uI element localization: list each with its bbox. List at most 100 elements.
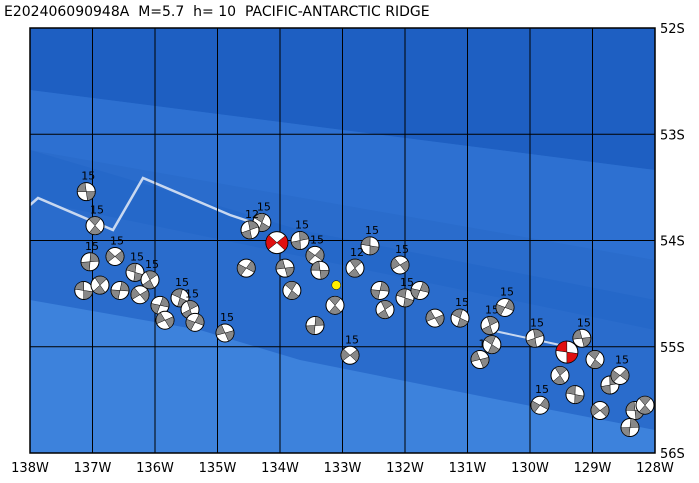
x-tick-label: 129W <box>574 461 612 476</box>
beachball-quadrant <box>565 385 585 404</box>
beachball-quadrant <box>572 329 592 348</box>
beachball-quadrant <box>130 287 150 303</box>
beachball <box>185 312 205 332</box>
beachball-quadrant <box>451 308 469 328</box>
beachball <box>610 365 630 385</box>
beachball <box>370 280 390 300</box>
beachball <box>125 262 145 282</box>
beachball-quadrant <box>360 236 380 256</box>
event-label: 15 <box>395 243 409 256</box>
beachball-quadrant <box>110 281 130 300</box>
beachball <box>325 295 345 315</box>
event-label: 15 <box>130 250 144 263</box>
beachball <box>480 316 500 335</box>
beachball-quadrant <box>74 281 93 300</box>
beachball-quadrant <box>638 395 652 415</box>
beachball-quadrant <box>237 260 256 276</box>
event-label: 12 <box>350 246 364 259</box>
beachball <box>470 350 490 369</box>
y-tick-label: 52S <box>660 22 685 37</box>
beachball-quadrant <box>305 316 325 335</box>
event-label: 15 <box>455 296 469 309</box>
event-label: 15 <box>530 316 544 329</box>
event-label: 15 <box>90 204 104 217</box>
frame <box>29 27 656 454</box>
beachball-quadrant <box>328 296 342 315</box>
beachball-quadrant <box>396 288 414 308</box>
axis-labels: 138W 137W 136W 135W 134W 133W 132W 131W 130W 129W… <box>11 22 685 476</box>
beachball <box>80 252 100 272</box>
beachball-quadrant <box>185 314 205 331</box>
beachball-quadrant <box>555 340 579 364</box>
beachball-quadrant <box>370 281 390 300</box>
beachball <box>525 328 545 348</box>
beachball-quadrant <box>610 368 630 383</box>
beachball <box>590 401 610 420</box>
beachball <box>90 275 110 295</box>
event-label: 15 <box>400 276 414 289</box>
beachball-quadrant <box>284 281 300 300</box>
event-label: 15 <box>485 304 499 317</box>
beachball <box>215 323 235 343</box>
beachball <box>390 255 410 275</box>
beachball <box>305 316 325 335</box>
beachball <box>290 231 310 250</box>
beachball-quadrant <box>425 309 445 327</box>
event-label: 15 <box>310 233 324 246</box>
beachball <box>565 385 585 405</box>
event-label: 15 <box>220 311 234 324</box>
beachball-quadrant <box>347 258 363 278</box>
beachball <box>585 350 605 369</box>
beachball-quadrant <box>305 248 325 263</box>
beachball <box>620 418 640 437</box>
beachball-quadrant <box>150 296 170 315</box>
beachball-quadrant <box>552 366 568 385</box>
beachball-quadrant <box>93 275 107 295</box>
title: E202406090948A M=5.7 h= 10 PACIFIC-ANTAR… <box>4 4 430 20</box>
beachball <box>572 328 592 348</box>
beachball <box>450 308 470 328</box>
beachball-quadrant <box>590 403 610 418</box>
beachball-quadrant <box>483 335 500 354</box>
event-label: 12 <box>245 208 259 221</box>
epicenter <box>331 280 341 290</box>
x-tick-label: 138W <box>11 461 49 476</box>
beachball <box>310 260 330 280</box>
beachball <box>345 258 365 278</box>
beachball <box>76 182 96 202</box>
x-tick-label: 136W <box>136 461 174 476</box>
event-label: 15 <box>185 288 199 301</box>
x-tick-label: 137W <box>74 461 112 476</box>
beachball-quadrant <box>275 259 295 278</box>
beachball <box>180 300 200 320</box>
beachball-quadrant <box>530 397 550 413</box>
beachball <box>410 280 430 300</box>
beachball-quadrant <box>265 234 289 251</box>
beachball <box>282 280 302 300</box>
beachball <box>395 288 415 308</box>
beachball <box>495 297 515 317</box>
beachball-quadrant <box>620 418 640 437</box>
beachball <box>105 246 125 266</box>
beachball-quadrant <box>495 299 515 316</box>
ridge <box>489 329 561 346</box>
beachball-quadrant <box>310 261 330 280</box>
event-label: 15 <box>345 333 359 346</box>
event-label: 15 <box>81 170 95 183</box>
beachball-quadrant <box>105 249 125 263</box>
beachball <box>265 231 289 255</box>
y-tick-label: 53S <box>660 128 685 143</box>
beachball <box>275 258 295 278</box>
beachball <box>360 236 380 256</box>
beachball <box>625 401 645 420</box>
beachball-quadrant <box>80 252 100 271</box>
beachball-quadrant <box>470 350 490 369</box>
beachball <box>74 280 94 300</box>
beachball <box>482 335 502 355</box>
x-tick-label: 132W <box>386 461 424 476</box>
event-label: 15 <box>535 383 549 396</box>
event-label: 15 <box>295 219 309 232</box>
beachball-quadrant <box>587 350 603 369</box>
